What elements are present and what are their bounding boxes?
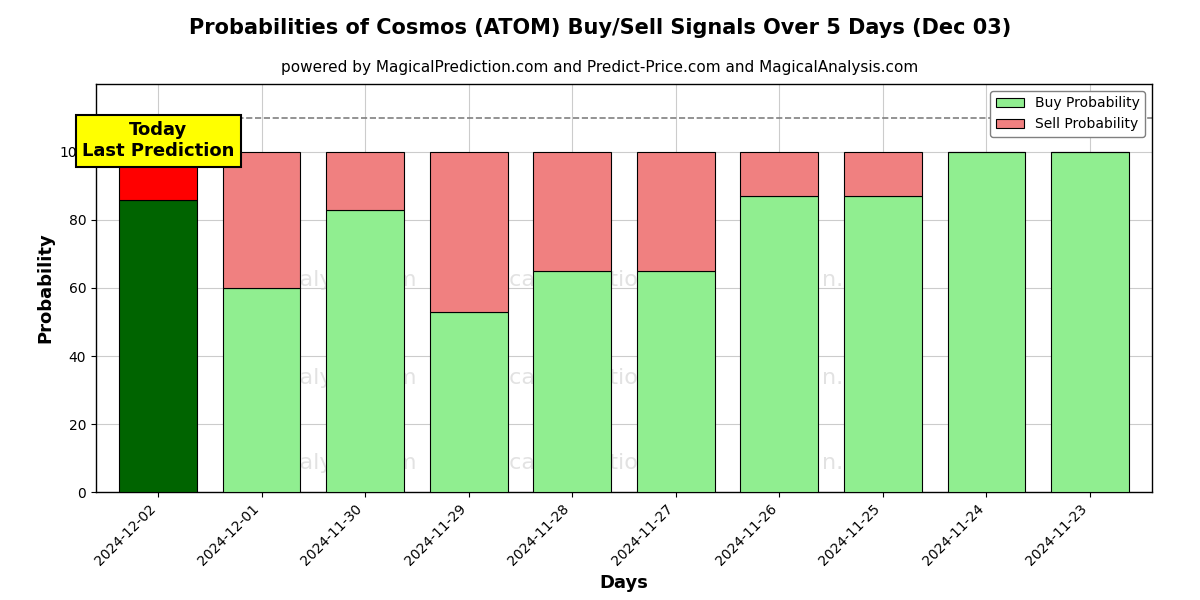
Legend: Buy Probability, Sell Probability: Buy Probability, Sell Probability [990, 91, 1145, 137]
Text: Probabilities of Cosmos (ATOM) Buy/Sell Signals Over 5 Days (Dec 03): Probabilities of Cosmos (ATOM) Buy/Sell … [188, 18, 1012, 38]
Bar [534, 271, 611, 492]
Y-axis label: Probability: Probability [36, 233, 54, 343]
Text: calAnalysis.com: calAnalysis.com [239, 368, 418, 388]
Bar [948, 152, 1025, 492]
X-axis label: Days: Days [600, 574, 648, 592]
Text: calAnalysis.com: calAnalysis.com [239, 454, 418, 473]
Text: n.com: n.com [822, 270, 890, 290]
Bar [844, 152, 922, 196]
Text: n.com: n.com [822, 454, 890, 473]
Bar [430, 152, 508, 312]
Bar [1051, 152, 1129, 492]
Text: MagicalPrediction.com: MagicalPrediction.com [456, 454, 707, 473]
Text: MagicalPrediction.com: MagicalPrediction.com [456, 270, 707, 290]
Bar [223, 152, 300, 288]
Text: Today
Last Prediction: Today Last Prediction [82, 121, 234, 160]
Text: powered by MagicalPrediction.com and Predict-Price.com and MagicalAnalysis.com: powered by MagicalPrediction.com and Pre… [281, 60, 919, 75]
Bar [119, 152, 197, 200]
Bar [740, 152, 818, 196]
Bar [637, 152, 714, 271]
Text: n.com: n.com [822, 368, 890, 388]
Bar [844, 196, 922, 492]
Text: MagicalPrediction.com: MagicalPrediction.com [456, 368, 707, 388]
Bar [223, 288, 300, 492]
Bar [119, 200, 197, 492]
Bar [740, 196, 818, 492]
Bar [534, 152, 611, 271]
Bar [326, 210, 404, 492]
Bar [637, 271, 714, 492]
Text: calAnalysis.com: calAnalysis.com [239, 270, 418, 290]
Bar [430, 312, 508, 492]
Bar [326, 152, 404, 210]
